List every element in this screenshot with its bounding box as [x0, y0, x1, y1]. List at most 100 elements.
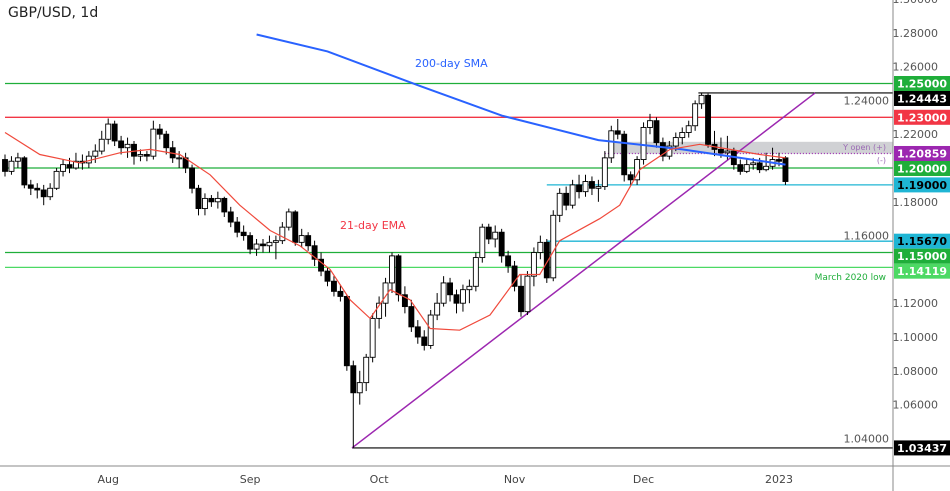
- candle-body: [395, 255, 402, 296]
- candle: [743, 159, 750, 174]
- candle: [389, 252, 395, 294]
- candle: [621, 130, 628, 182]
- candle: [698, 92, 705, 109]
- candle: [137, 149, 144, 162]
- candle-body: [750, 162, 757, 166]
- candle: [608, 125, 615, 163]
- candle: [169, 140, 176, 163]
- candle-body: [524, 275, 531, 313]
- candle-body: [118, 140, 125, 149]
- candle: [382, 277, 389, 317]
- price-badge: 1.24443: [894, 91, 950, 106]
- candle-body: [111, 123, 118, 142]
- candle-body: [285, 211, 292, 228]
- candle: [343, 294, 350, 371]
- y-tick-label: 1.18000: [893, 196, 939, 209]
- candle-body: [124, 143, 131, 149]
- candle-body: [511, 265, 518, 287]
- ema-21-line: [4, 131, 786, 331]
- chart-title: GBP/USD, 1d: [8, 5, 99, 21]
- x-tick-label: Oct: [370, 473, 390, 486]
- candle: [537, 235, 544, 260]
- candle: [298, 228, 305, 248]
- candle-body: [156, 128, 163, 135]
- candle-body: [350, 365, 357, 394]
- candle-body: [582, 181, 589, 193]
- candle: [292, 210, 299, 246]
- march-2020-low-label: March 2020 low: [815, 273, 886, 283]
- candle: [679, 127, 686, 145]
- candle-body: [434, 302, 441, 316]
- candle-body: [653, 120, 660, 144]
- y-tick-label: 1.24000: [844, 94, 890, 107]
- price-badge-bg: [894, 233, 950, 249]
- candle: [253, 238, 260, 256]
- candle-body: [163, 133, 170, 149]
- price-badge-label: 1.15670: [897, 235, 947, 248]
- candle-body: [2, 159, 8, 172]
- price-badge-bg: [894, 177, 950, 193]
- candle-body: [614, 130, 621, 135]
- candle: [305, 232, 312, 251]
- candle: [505, 250, 512, 273]
- price-badge-label: 1.25000: [897, 78, 947, 91]
- candle: [124, 137, 131, 158]
- price-badge-bg: [894, 91, 950, 106]
- price-badge: 1.20000: [894, 160, 950, 176]
- candle-body: [647, 120, 653, 128]
- price-badge: 1.19000: [894, 177, 950, 193]
- candle-body: [414, 326, 421, 338]
- candle-body: [214, 197, 221, 203]
- candle: [556, 188, 563, 223]
- candle: [118, 135, 125, 155]
- candle: [427, 309, 434, 349]
- candle: [705, 93, 711, 148]
- y-open-zone: [608, 141, 893, 154]
- candle: [331, 276, 337, 297]
- candle-body: [427, 314, 434, 346]
- candle-body: [331, 280, 337, 292]
- candle: [453, 289, 460, 314]
- candle: [163, 130, 170, 155]
- candle-body: [240, 231, 247, 237]
- candle: [85, 151, 92, 168]
- candle-body: [505, 255, 512, 267]
- candle-body: [563, 192, 570, 206]
- candle: [260, 238, 266, 253]
- candle-body: [460, 289, 466, 304]
- candle: [530, 247, 537, 287]
- price-badge-bg: [894, 109, 950, 125]
- candle-body: [640, 126, 647, 161]
- candle: [60, 159, 66, 177]
- price-badge-label: 1.03437: [897, 442, 947, 455]
- candle-body: [234, 221, 241, 233]
- candle-body: [318, 258, 324, 272]
- candle-body: [324, 270, 331, 282]
- price-badge: 1.25000: [894, 76, 950, 91]
- candle: [369, 313, 376, 363]
- candle-body: [272, 240, 279, 243]
- candle-body: [266, 241, 273, 247]
- x-tick-label: Sep: [240, 473, 261, 486]
- candle: [595, 179, 602, 202]
- candle: [131, 140, 137, 165]
- y-tick-label: 1.26000: [893, 61, 939, 74]
- candle-body: [601, 157, 608, 188]
- candle-body: [756, 162, 763, 171]
- candle: [589, 176, 595, 196]
- candle: [434, 293, 441, 321]
- candle-body: [518, 285, 524, 313]
- candle: [498, 228, 505, 263]
- candle-body: [401, 294, 408, 308]
- candle-body: [440, 282, 447, 304]
- price-badge-label: 1.23000: [897, 111, 947, 124]
- candle-body: [98, 138, 105, 152]
- candle: [563, 186, 570, 211]
- candle: [150, 120, 157, 160]
- candle: [640, 122, 647, 165]
- price-badge: 1.20859: [894, 145, 950, 161]
- candle: [582, 174, 589, 197]
- candle: [408, 299, 415, 332]
- candle-body: [40, 189, 47, 198]
- candle: [14, 152, 21, 168]
